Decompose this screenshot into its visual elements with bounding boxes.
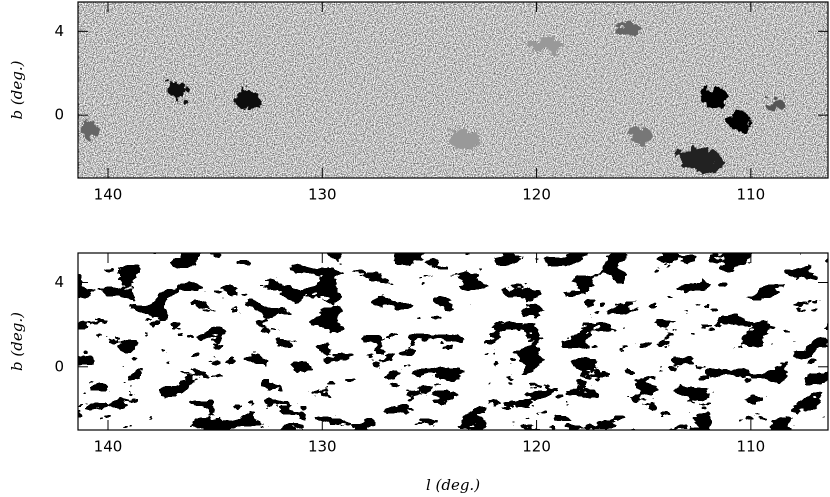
x-tick-label: 120 xyxy=(522,186,551,204)
emission-blob xyxy=(701,88,729,108)
x-tick-label: 120 xyxy=(522,438,551,456)
image-panel xyxy=(78,2,828,178)
image-texture xyxy=(78,253,828,430)
emission-blob xyxy=(614,23,642,37)
x-tick-label: 110 xyxy=(737,186,766,204)
plot-frame xyxy=(77,252,829,431)
y-tick-label: 4 xyxy=(54,273,64,291)
y-axis-label: b (deg.) xyxy=(8,60,26,119)
emission-blob xyxy=(82,120,98,140)
y-tick-label: 0 xyxy=(54,106,64,124)
y-axis-label: b (deg.) xyxy=(8,312,26,371)
emission-blob xyxy=(628,127,652,143)
y-tick-label: 0 xyxy=(54,357,64,375)
x-axis-label: l (deg.) xyxy=(426,476,480,494)
x-tick-label: 130 xyxy=(308,438,337,456)
image-panel xyxy=(78,253,828,430)
x-tick-label: 140 xyxy=(94,438,123,456)
emission-blob xyxy=(235,90,261,110)
emission-blob xyxy=(449,130,481,150)
plot-frame xyxy=(77,1,829,179)
emission-blob xyxy=(729,112,751,132)
y-tick-label: 4 xyxy=(54,22,64,40)
emission-blob xyxy=(527,39,563,51)
emission-blob xyxy=(678,148,722,172)
x-tick-label: 110 xyxy=(737,438,766,456)
emission-blob xyxy=(168,82,188,98)
emission-blob xyxy=(765,99,785,111)
x-tick-label: 140 xyxy=(94,186,123,204)
x-tick-label: 130 xyxy=(308,186,337,204)
